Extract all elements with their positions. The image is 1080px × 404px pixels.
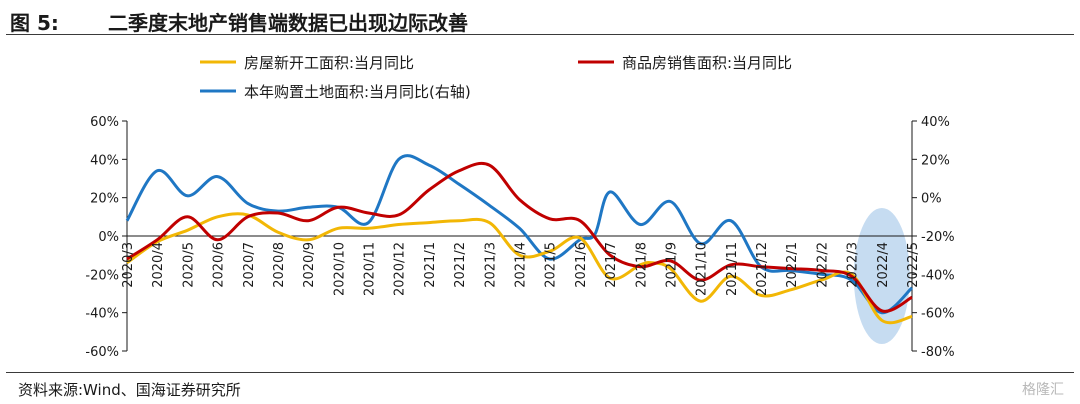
figure-title: 二季度末地产销售端数据已出现边际改善: [108, 11, 468, 35]
x-tick-label: 2021/7: [604, 242, 619, 288]
x-tick-label: 2021/12: [755, 242, 770, 296]
right-tick-label: -20%: [921, 230, 955, 245]
right-tick-label: 40%: [921, 115, 950, 130]
x-tick-label: 2021/8: [634, 242, 649, 288]
left-tick-label: -40%: [85, 307, 119, 322]
series-line-sales-area: [126, 161, 913, 313]
x-tick-label: 2020/6: [212, 242, 227, 288]
figure-label: 图 5:: [10, 11, 59, 35]
right-tick-label: -80%: [921, 345, 955, 360]
left-tick-label: 40%: [90, 153, 119, 168]
x-tick-label: 2022/5: [906, 242, 921, 288]
left-tick-label: -60%: [85, 345, 119, 360]
x-tick-label: 2022/1: [785, 242, 800, 288]
left-tick-label: 0%: [98, 230, 119, 245]
x-tick-label: 2021/11: [725, 242, 740, 296]
x-tick-label: 2020/3: [121, 242, 136, 288]
x-tick-label: 2020/8: [272, 242, 287, 288]
watermark: 格隆汇: [1022, 382, 1064, 398]
x-tick-label: 2020/12: [393, 242, 408, 296]
x-tick-label: 2021/1: [423, 242, 438, 288]
legend-label: 房屋新开工面积:当月同比: [244, 54, 414, 72]
x-tick-label: 2021/4: [514, 242, 529, 288]
x-tick-label: 2021/6: [574, 242, 589, 288]
x-tick-label: 2022/4: [876, 242, 891, 288]
line-chart: -60% -40% -20% 0% 20% 40% 60% -80% -60% -40% -20% 0…: [85, 54, 955, 360]
right-tick-label: -60%: [921, 307, 955, 322]
figure-header: 图 5: 二季度末地产销售端数据已出现边际改善: [6, 4, 1074, 35]
x-tick-label: 2020/10: [332, 242, 347, 296]
legend-label: 商品房销售面积:当月同比: [622, 54, 792, 72]
right-tick-label: -40%: [921, 268, 955, 283]
legend-label: 本年购置土地面积:当月同比(右轴): [244, 83, 471, 101]
left-tick-label: -20%: [85, 268, 119, 283]
series-line-new-starts: [126, 212, 913, 325]
source-note: 资料来源:Wind、国海证券研究所: [18, 381, 241, 399]
x-tick-label: 2022/3: [846, 242, 861, 288]
x-tick-label: 2020/9: [302, 242, 317, 288]
x-tick-label: 2022/2: [815, 242, 830, 288]
x-tick-label: 2020/11: [363, 242, 378, 296]
x-tick-label: 2021/5: [544, 242, 559, 288]
x-tick-label: 2021/10: [695, 242, 710, 296]
right-tick-label: 20%: [921, 153, 950, 168]
right-tick-label: 0%: [921, 192, 942, 207]
x-tick-label: 2020/4: [151, 242, 166, 288]
figure-footer: 资料来源:Wind、国海证券研究所 格隆汇: [6, 372, 1074, 403]
series-line-land-purchase: [125, 154, 914, 315]
x-tick-label: 2021/2: [453, 242, 468, 288]
x-tick-label: 2021/3: [483, 242, 498, 288]
highlight-ellipse: [853, 208, 910, 344]
left-tick-label: 20%: [90, 192, 119, 207]
left-tick-label: 60%: [90, 115, 119, 130]
x-tick-label: 2020/7: [242, 242, 257, 288]
x-tick-label: 2020/5: [181, 242, 196, 288]
x-tick-label: 2021/9: [664, 242, 679, 288]
